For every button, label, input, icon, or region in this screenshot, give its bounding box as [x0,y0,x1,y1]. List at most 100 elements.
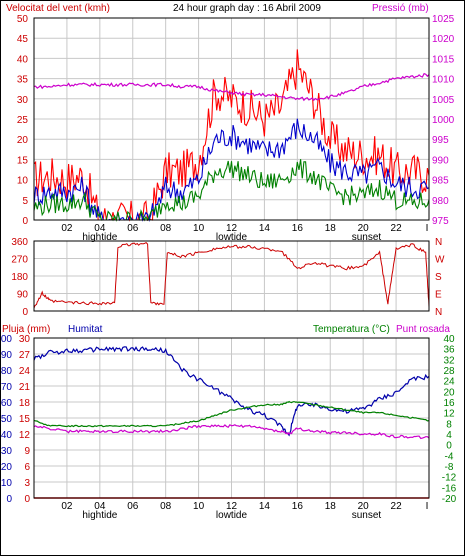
temperature-y-tick: 40 [443,334,455,345]
x-tick-end: I [426,501,429,512]
series-humidity [33,346,430,437]
compass-label: N [435,307,442,318]
temperature-y-tick: 20 [443,387,455,398]
x-tick-label: 02 [61,223,73,234]
direction-y-tick: 90 [17,290,29,301]
panel-humidity-frame [33,337,430,499]
rain-y-tick: 24 [19,366,31,377]
wind-y-tick: 50 [17,14,29,25]
rain-y-tick: 9 [24,446,30,457]
pressure-y-tick: 980 [432,196,449,207]
x-tick-label: 18 [325,501,337,512]
x-tick-label: 14 [259,223,271,234]
rain-y-tick: 12 [19,430,31,441]
humidity-y-tick: 40 [1,430,12,441]
rain-y-tick: 3 [24,478,30,489]
rain-y-tick: 18 [19,398,31,409]
pressure-y-tick: 1015 [432,54,455,65]
pressure-y-tick: 1010 [432,75,455,86]
series-direction [33,241,430,309]
direction-y-tick: 180 [11,272,28,283]
x-tick-label: 18 [325,223,337,234]
pressure-y-tick: 975 [432,216,449,227]
series-pressure [33,72,430,102]
pressure-y-tick: 1005 [432,95,455,106]
frame-layer [33,17,430,499]
compass-label: N [435,237,442,248]
temperature-y-tick: -4 [445,451,454,462]
temperature-y-tick: 32 [443,355,455,366]
temperature-y-tick: -16 [442,483,457,494]
wind-y-tick: 15 [17,155,29,166]
humidity-y-tick: 90 [1,350,12,361]
wind-y-tick: 45 [17,34,29,45]
pressure-y-tick: 1020 [432,34,455,45]
x-tick-label: 22 [391,501,403,512]
rain-y-tick: 30 [19,334,31,345]
wind-y-tick: 30 [17,95,29,106]
humidity-label: Humitat [68,324,103,335]
x-tick-label: 12 [226,501,238,512]
x-event-label: sunset [352,510,382,521]
direction-y-tick: 270 [11,255,28,266]
humidity-y-tick: 50 [1,414,12,425]
x-tick-end: I [426,223,429,234]
direction-y-tick: 360 [11,237,28,248]
temperature-y-tick: 12 [443,409,455,420]
humidity-y-tick: 20 [1,462,12,473]
dew-point-label: Punt rosada [396,324,450,335]
pressure-y-tick: 990 [432,155,449,166]
rain-y-tick: 27 [19,350,31,361]
temperature-y-tick: -12 [442,473,457,484]
x-tick-label: 20 [358,223,370,234]
wind-y-tick: 40 [17,54,29,65]
temperature-y-tick: 16 [443,398,455,409]
temperature-y-tick: -8 [445,462,454,473]
graph-title: 24 hour graph day : 16 Abril 2009 [173,3,321,14]
pressure-y-tick: 1025 [432,14,455,25]
series-avg [33,118,430,222]
x-tick-label: 14 [259,501,271,512]
rain-y-tick: 21 [19,382,31,393]
temperature-y-tick: 0 [446,441,452,452]
x-event-label: lowtide [216,510,248,521]
compass-label: W [435,255,445,266]
temperature-y-tick: 24 [443,377,455,388]
x-event-label: hightide [82,232,117,243]
rain-label: Pluja (mm) [2,324,50,335]
x-tick-label: 10 [193,501,205,512]
direction-y-tick: 0 [22,307,28,318]
temperature-label: Temperatura (°C) [313,324,390,335]
x-event-label: lowtide [216,232,248,243]
x-event-label: sunset [352,232,382,243]
humidity-y-tick: 80 [1,366,12,377]
rain-y-tick: 6 [24,462,30,473]
wind-y-tick: 5 [22,196,28,207]
x-tick-label: 22 [391,223,403,234]
rain-y-tick: 15 [19,414,31,425]
wind-y-tick: 25 [17,115,29,126]
axis-label-layer: 0510152025303540455097598098599099510001… [1,14,457,521]
humidity-y-tick: 70 [1,382,12,393]
compass-label: E [435,290,442,301]
humidity-y-tick: 100 [1,334,12,345]
humidity-y-tick: 0 [6,494,12,505]
x-event-label: hightide [82,510,117,521]
temperature-y-tick: 8 [446,419,452,430]
x-tick-label: 04 [94,501,106,512]
x-tick-label: 10 [193,223,205,234]
x-tick-label: 08 [160,501,172,512]
pressure-label: Pressió (mb) [372,3,429,14]
pressure-y-tick: 1000 [432,115,455,126]
series-dew_point [33,423,430,440]
temperature-y-tick: 28 [443,366,455,377]
wind-y-tick: 35 [17,75,29,86]
wind-y-tick: 10 [17,176,29,187]
temperature-y-tick: 4 [446,430,452,441]
pressure-y-tick: 995 [432,135,449,146]
humidity-y-tick: 10 [1,478,12,489]
series-temperature [33,400,430,428]
x-tick-label: 04 [94,223,106,234]
